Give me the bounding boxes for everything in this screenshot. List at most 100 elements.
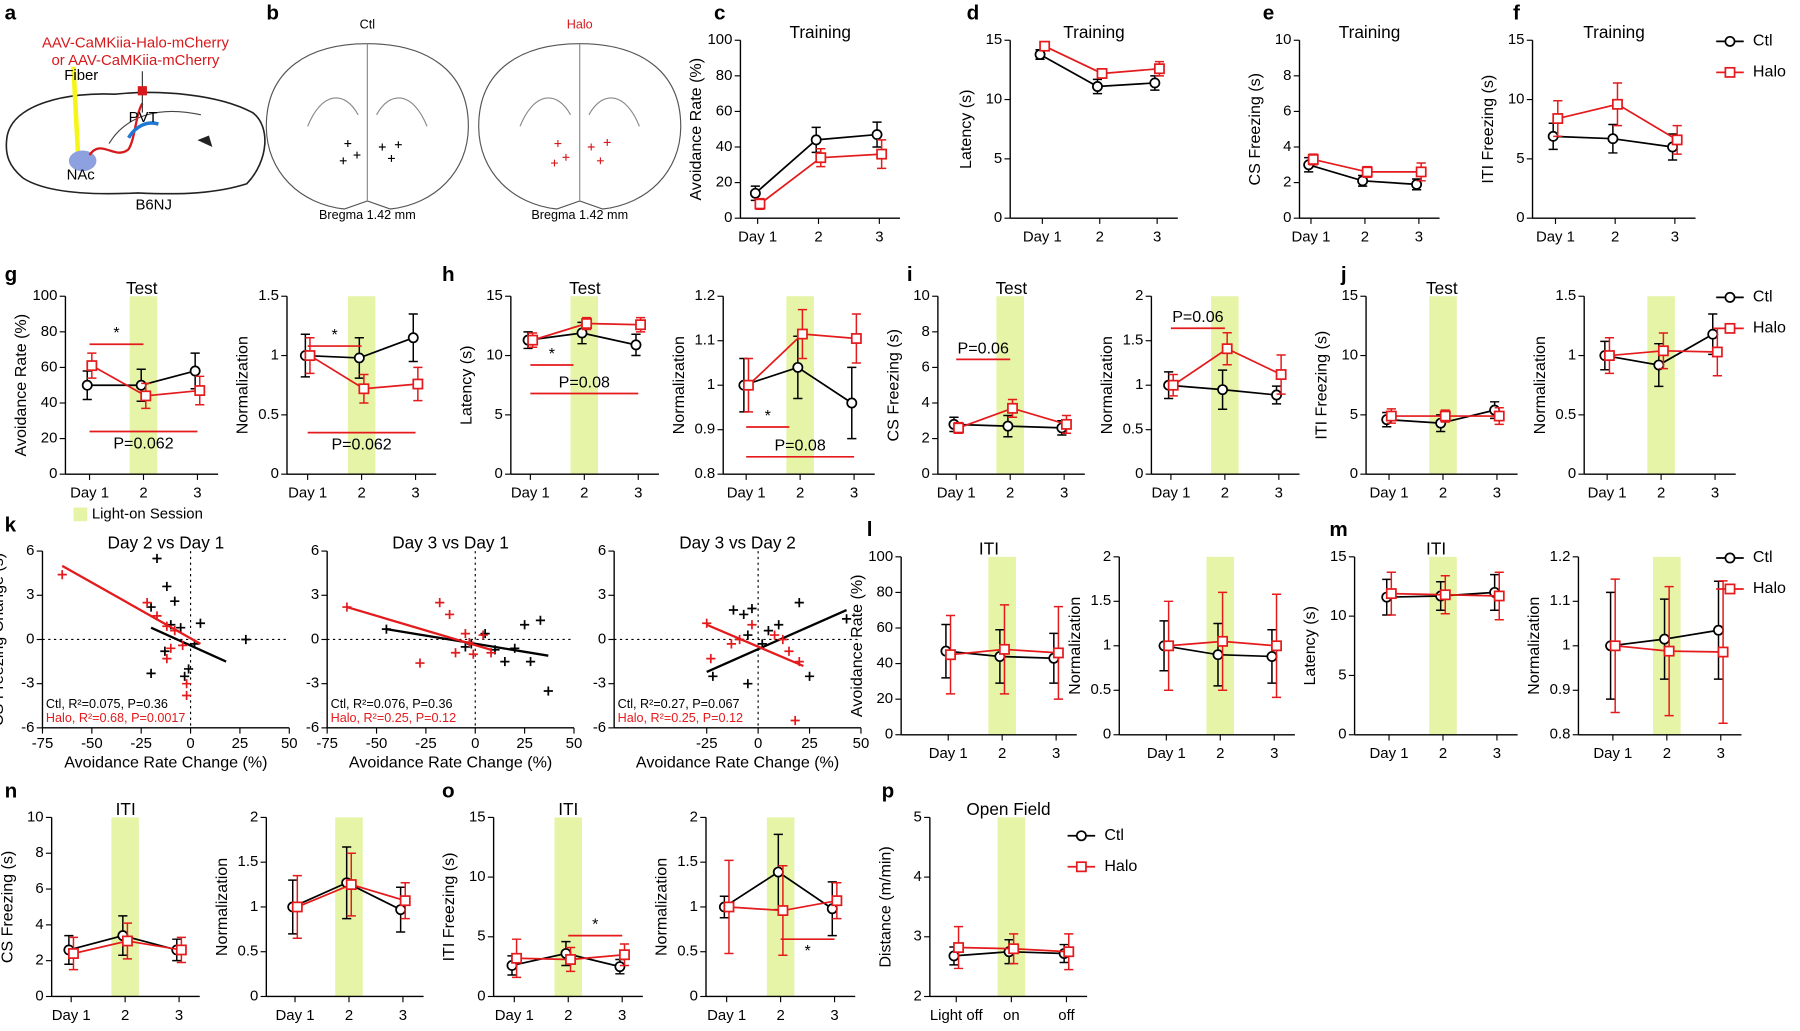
chart-title: Day 2 vs Day 1 (108, 533, 225, 553)
marker (1167, 379, 1179, 391)
chart-title: ITI (558, 799, 578, 819)
marker (86, 360, 98, 372)
point (180, 671, 190, 681)
y-tick-label: 1.2 (1550, 548, 1571, 565)
marker (810, 134, 822, 146)
marker (1217, 635, 1229, 647)
marker (1724, 66, 1736, 78)
significance-label: * (331, 326, 337, 344)
y-tick-label: 1.5 (238, 853, 259, 870)
significance-label: * (549, 345, 555, 363)
point (162, 581, 172, 592)
marker (189, 365, 201, 377)
y-tick-label: 60 (716, 102, 733, 119)
y-tick-label: 1.1 (694, 332, 715, 349)
chart-title: Training (1063, 22, 1125, 42)
point (790, 715, 800, 726)
y-tick-label: 2 (1103, 548, 1111, 565)
point (804, 671, 815, 681)
significance-label: * (804, 942, 810, 960)
x-tick-label: 2 (139, 485, 147, 502)
y-tick-label: 2 (1135, 287, 1143, 304)
legend-label: Halo (1104, 857, 1137, 875)
regression-line (61, 564, 201, 645)
chart-title: Test (126, 278, 158, 298)
y-axis-label: Normalization (1531, 336, 1549, 434)
significance-label: P=0.08 (774, 437, 825, 455)
y-axis-label: Avoidance Rate (%) (12, 314, 30, 457)
marker (723, 901, 735, 913)
point (176, 623, 186, 633)
marker (1385, 410, 1397, 422)
x-tick-label: 0 (186, 735, 194, 752)
point (178, 640, 188, 650)
chart-title: ITI (116, 799, 136, 819)
significance-label: * (592, 916, 598, 934)
y-tick-label: 10 (1330, 607, 1347, 624)
point (510, 643, 520, 653)
marker (815, 152, 827, 164)
x-tick-label: 2 (357, 485, 365, 502)
x-tick-label: Day 1 (70, 485, 109, 502)
y-tick-label: 10 (486, 346, 503, 363)
marker (511, 952, 523, 964)
x-tick-label: 2 (1221, 485, 1229, 502)
marker (1439, 410, 1451, 422)
y-axis-label: Normalization (1525, 597, 1543, 695)
x-tick-label: -25 (696, 735, 718, 752)
x-tick-label: 2 (1439, 485, 1447, 502)
marker (353, 352, 365, 364)
y-tick-label: 10 (986, 90, 1003, 107)
x-tick-label: 3 (830, 1007, 838, 1024)
marker (871, 129, 883, 141)
x-tick-label: 2 (776, 1007, 784, 1024)
y-tick-label: 1 (1135, 376, 1143, 393)
marker (945, 649, 956, 661)
y-tick-label: 2 (690, 808, 698, 825)
point (784, 646, 794, 656)
x-tick-label: 3 (1415, 229, 1423, 246)
marker (1075, 861, 1087, 873)
point (794, 598, 804, 608)
light-on-band (1429, 296, 1457, 475)
y-tick-label: 15 (469, 808, 486, 825)
injection-site (137, 86, 147, 96)
x-tick-label: Day 1 (727, 485, 766, 502)
nac-label: NAc (67, 167, 96, 184)
point (57, 570, 67, 580)
marker (1724, 583, 1736, 595)
y-tick-label: 80 (877, 583, 894, 600)
point (706, 654, 716, 664)
y-axis-label: Distance (m/min) (876, 846, 894, 967)
x-tick-label: 3 (850, 485, 858, 502)
y-tick-label: 6 (922, 358, 930, 375)
y-tick-label: -6 (21, 719, 34, 736)
point (142, 598, 152, 608)
panel-letter: d (967, 1, 980, 24)
section-structure (307, 43, 640, 201)
marker (1724, 35, 1736, 47)
y-axis-label: Avoidance Rate (%) (687, 58, 705, 201)
marker (412, 378, 424, 390)
x-tick-label: 3 (875, 229, 883, 246)
y-tick-label: 5 (1338, 666, 1346, 683)
legend-label: Halo (1753, 63, 1786, 81)
y-axis-label: ITI Freezing (s) (1479, 75, 1497, 184)
y-tick-label: 4 (1283, 138, 1291, 155)
fiber-sites (551, 138, 611, 167)
x-tick-label: 0 (754, 735, 762, 752)
marker (395, 904, 407, 916)
x-tick-label: 2 (814, 229, 822, 246)
group-label: Halo (567, 18, 593, 32)
panel-letter: n (5, 780, 18, 803)
point (162, 654, 172, 664)
marker (81, 379, 93, 391)
point (728, 605, 739, 615)
chart-title: Training (1583, 22, 1645, 42)
y-tick-label: 20 (877, 690, 894, 707)
marker (1659, 633, 1670, 645)
x-tick-label: -75 (316, 735, 338, 752)
marker (1707, 328, 1719, 340)
